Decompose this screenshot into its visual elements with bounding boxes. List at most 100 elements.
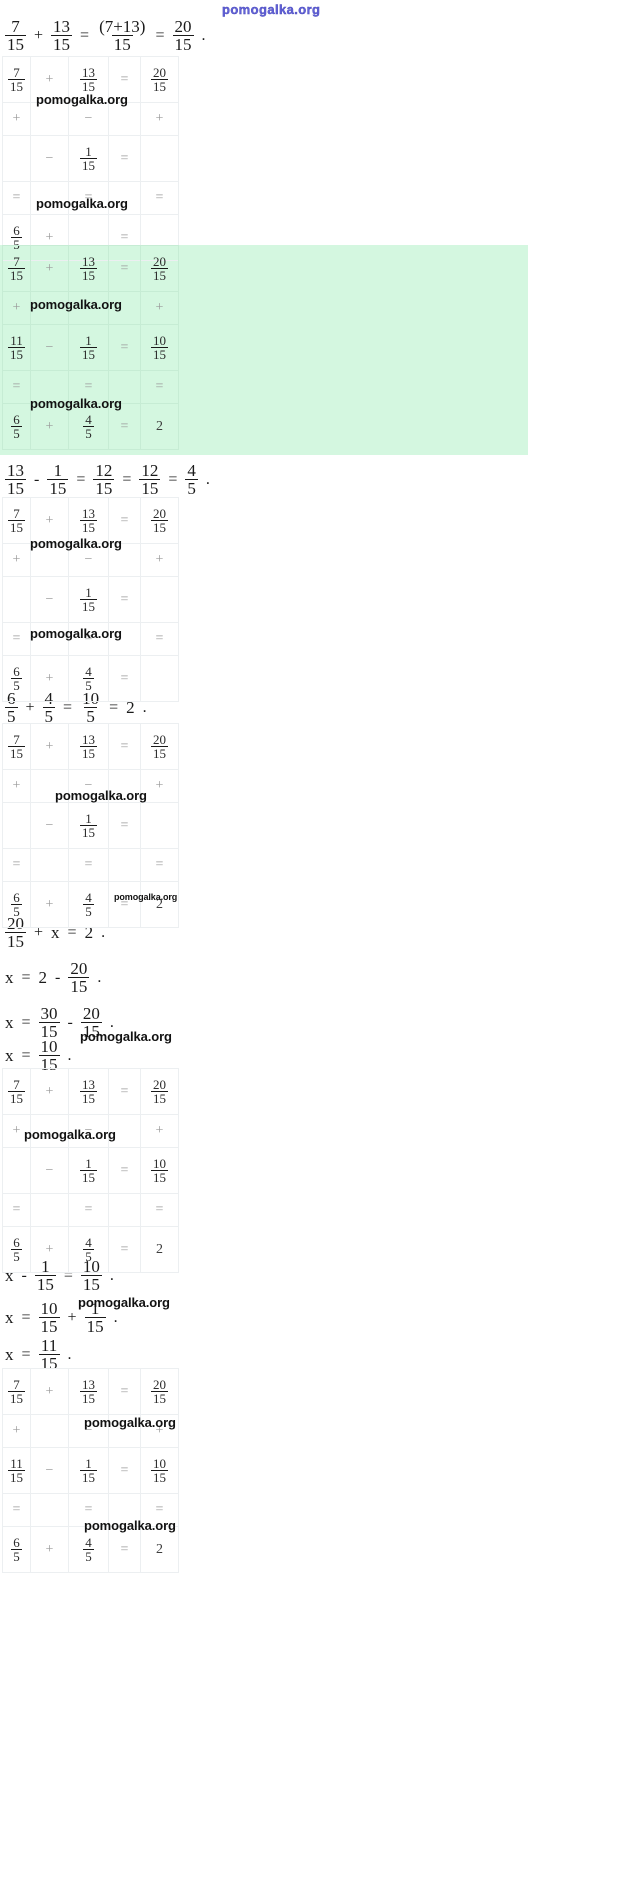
math-token: =	[120, 591, 129, 607]
table-row: − 1 15 =	[2, 576, 179, 623]
math-token: =	[84, 379, 93, 394]
fraction-denominator: 15	[151, 347, 168, 362]
table-cell	[108, 848, 141, 882]
table-cell: =	[140, 181, 179, 215]
table-cell: =	[68, 848, 109, 882]
fraction-denominator: 15	[5, 932, 26, 952]
table-row: + − +	[2, 769, 179, 803]
math-token: x	[51, 923, 60, 943]
site-watermark-header: pomogalka.org	[222, 2, 321, 17]
math-token: =	[155, 26, 165, 44]
fraction-table: 7 15 +13 15 = 20 15 + − + −1 15 = = = = 6 5 +4 5 =	[2, 497, 179, 702]
math-token: x	[5, 1013, 14, 1033]
fraction-numerator: 7	[13, 64, 20, 80]
table-cell: 11 15	[2, 324, 31, 371]
math-token: +	[45, 512, 54, 528]
math-token: =	[155, 631, 164, 646]
table-cell: −	[68, 769, 109, 803]
fraction: 30 15	[38, 1005, 60, 1042]
table-cell: +	[30, 245, 69, 292]
fraction-numerator: 13	[53, 17, 71, 36]
fraction-table: 7 15 +13 15 = 20 15 + − + −1 15 = 10 15 = = = 6 5 +4 5 = 2	[2, 1068, 179, 1273]
fraction: 7 15	[8, 64, 25, 94]
fraction-denominator: 15	[8, 520, 25, 535]
fraction-numerator: 20	[82, 1004, 100, 1023]
math-token: +	[155, 1423, 164, 1438]
table-cell: =	[108, 1526, 141, 1573]
table-cell: +	[2, 1414, 31, 1448]
table-cell: +	[30, 403, 69, 450]
math-token: =	[84, 857, 93, 872]
table-cell: +	[30, 1526, 69, 1573]
fraction: 7 15	[8, 253, 25, 283]
table-cell: =	[108, 576, 141, 623]
table-row: 6 5 +4 5 = 2	[2, 403, 179, 450]
math-token: =	[67, 923, 77, 941]
fraction-numerator: 1	[85, 1455, 92, 1471]
fraction-denominator: 15	[151, 1391, 168, 1406]
table-row: = = =	[2, 1493, 179, 1527]
fraction-denominator: 15	[38, 1022, 60, 1042]
fraction-numerator: 6	[13, 1534, 20, 1550]
math-token: =	[12, 1502, 21, 1517]
fraction-numerator: 4	[85, 1234, 92, 1250]
math-token: =	[120, 418, 129, 434]
fraction-numerator: 7	[13, 731, 20, 747]
math-token: =	[155, 1502, 164, 1517]
table-cell	[30, 848, 69, 882]
fraction-denominator: 15	[80, 158, 97, 173]
fraction-denominator: 5	[11, 237, 22, 252]
fraction-numerator: 12	[141, 461, 159, 480]
fraction-denominator: 15	[80, 746, 97, 761]
table-cell: +	[30, 1068, 69, 1115]
math-token: =	[120, 512, 129, 528]
math-token: -	[34, 470, 40, 488]
table-cell: −	[30, 576, 69, 623]
math-token: 2	[38, 968, 48, 988]
fraction-numerator: 10	[153, 332, 166, 348]
fraction: 7 15	[5, 18, 26, 54]
fraction: 20 15	[151, 732, 168, 761]
table-cell	[2, 135, 31, 182]
table-cell: 10 15	[140, 324, 179, 371]
fraction-denominator: 15	[47, 479, 69, 499]
fraction-denominator: 15	[80, 268, 97, 283]
table-cell: −	[30, 324, 69, 371]
table-cell: +	[30, 881, 69, 928]
fraction-denominator: 15	[38, 1317, 60, 1337]
site-watermark: pomogalka.org	[36, 92, 128, 107]
fraction: 20 15	[151, 506, 168, 535]
fraction-denominator: 15	[8, 746, 25, 761]
table-cell: =	[108, 135, 141, 182]
math-token: .	[67, 1345, 72, 1363]
table-cell: 7 15	[2, 1368, 31, 1415]
fraction-denominator: 15	[80, 79, 97, 94]
site-watermark: pomogalka.org	[30, 626, 122, 641]
math-token: +	[45, 1241, 54, 1257]
math-token: +	[155, 300, 164, 315]
fraction-denominator: 15	[80, 1170, 97, 1185]
table-cell: =	[108, 245, 141, 292]
fraction-denominator: 15	[8, 1391, 25, 1406]
table-cell	[30, 181, 69, 215]
fraction-numerator: 7	[13, 253, 20, 269]
math-token: −	[45, 817, 54, 833]
math-token: -	[67, 1013, 73, 1031]
equation-line: 13 15-1 15 = 12 15 = 12 15 = 4 5.	[2, 462, 215, 498]
fraction-table: 7 15 +13 15 = 20 15 + − + −1 15 = = = = 6 5 +4 5 = 2	[2, 723, 179, 928]
math-token: .	[109, 1266, 114, 1284]
fraction-denominator: 5	[42, 707, 56, 727]
table-cell: +	[140, 543, 179, 577]
math-token: .	[201, 26, 206, 44]
table-row: 7 15 +13 15 = 20 15	[2, 245, 179, 292]
equation-line: x = 2-20 15.	[2, 960, 106, 996]
math-token: =	[122, 470, 132, 488]
table-cell: =	[140, 622, 179, 656]
math-token: +	[12, 300, 21, 315]
